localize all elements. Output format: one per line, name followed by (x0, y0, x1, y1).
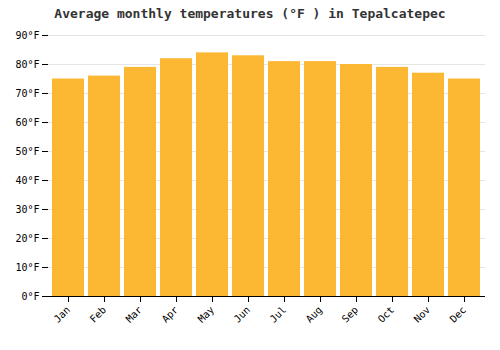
svg-text:May: May (196, 304, 217, 325)
svg-text:Mar: Mar (124, 304, 145, 325)
svg-text:10°F: 10°F (15, 262, 39, 273)
svg-text:Jan: Jan (52, 304, 73, 325)
svg-text:0°F: 0°F (21, 291, 39, 302)
svg-text:80°F: 80°F (15, 59, 39, 70)
svg-text:Dec: Dec (448, 304, 469, 325)
svg-text:70°F: 70°F (15, 88, 39, 99)
html-text:Average monthly temperatures (: Average monthly temperatures (°F ) in Te… (54, 6, 446, 21)
svg-text:Apr: Apr (160, 304, 181, 325)
svg-text:Sep: Sep (340, 304, 361, 325)
svg-text:50°F: 50°F (15, 146, 39, 157)
svg-text:Jul: Jul (268, 304, 289, 325)
svg-text:Nov: Nov (412, 304, 433, 325)
svg-text:Feb: Feb (88, 304, 109, 325)
svg-text:Aug: Aug (304, 304, 325, 325)
svg-text:Oct: Oct (376, 304, 397, 325)
svg-text:20°F: 20°F (15, 233, 39, 244)
svg-text:30°F: 30°F (15, 204, 39, 215)
svg-text:90°F: 90°F (15, 30, 39, 41)
svg-text:40°F: 40°F (15, 175, 39, 186)
svg-text:Jun: Jun (232, 304, 253, 325)
svg-text:60°F: 60°F (15, 117, 39, 128)
